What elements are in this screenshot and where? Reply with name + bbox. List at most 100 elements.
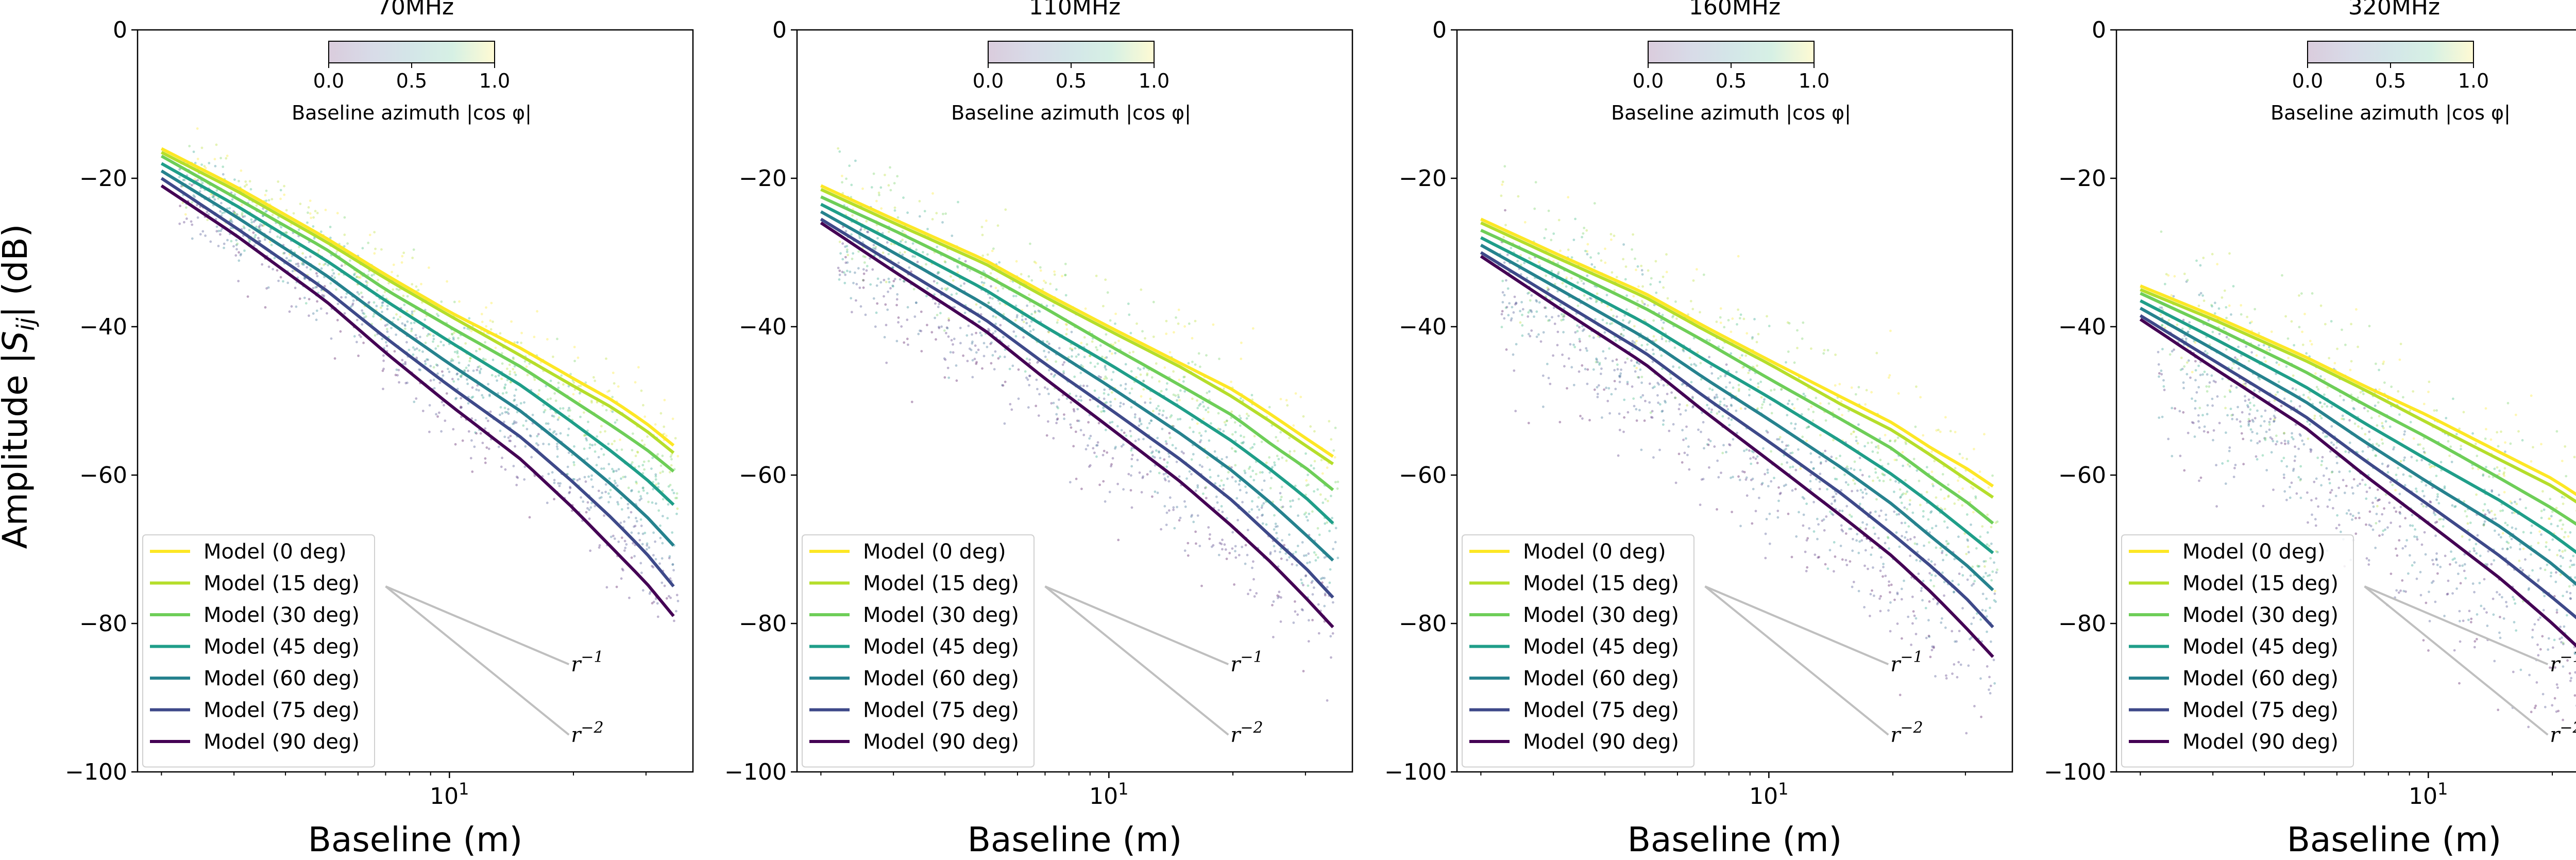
scatter-point <box>1500 313 1503 316</box>
scatter-point <box>1839 545 1842 547</box>
slope-guide-line-1 <box>1704 585 1889 666</box>
scatter-point <box>1885 518 1888 521</box>
scatter-point <box>1747 372 1750 375</box>
scatter-point <box>1748 449 1751 452</box>
scatter-point <box>1139 419 1142 422</box>
scatter-point <box>1557 271 1560 274</box>
scatter-point <box>454 443 457 446</box>
scatter-point <box>1715 321 1718 323</box>
scatter-point <box>1284 552 1287 555</box>
scatter-point <box>1088 465 1091 468</box>
scatter-point <box>450 360 452 363</box>
scatter-point <box>1185 477 1188 480</box>
scatter-point <box>880 207 883 210</box>
scatter-point <box>2333 362 2336 365</box>
scatter-point <box>379 306 382 309</box>
scatter-point <box>1869 593 1872 596</box>
scatter-point <box>1754 457 1757 460</box>
scatter-point <box>1958 452 1961 456</box>
scatter-point <box>1947 495 1950 498</box>
scatter-point <box>1781 441 1784 444</box>
scatter-point <box>887 277 890 280</box>
scatter-point <box>259 240 261 243</box>
scatter-point <box>992 247 995 250</box>
scatter-point <box>1276 525 1279 528</box>
scatter-point <box>516 476 519 479</box>
scatter-point <box>1615 276 1618 279</box>
scatter-point <box>217 245 220 247</box>
scatter-point <box>1239 488 1242 492</box>
scatter-point <box>1922 510 1925 513</box>
scatter-point <box>1099 344 1102 347</box>
scatter-point <box>1570 366 1573 369</box>
scatter-point <box>1641 301 1645 305</box>
scatter-point <box>1801 337 1804 340</box>
scatter-point <box>1817 523 1820 526</box>
scatter-point <box>1329 568 1332 571</box>
scatter-point <box>1835 457 1838 460</box>
scatter-point <box>419 335 421 339</box>
scatter-point <box>542 403 545 407</box>
scatter-point <box>1738 357 1741 359</box>
scatter-point <box>1279 498 1282 501</box>
scatter-point <box>904 241 907 243</box>
scatter-point <box>861 279 865 282</box>
model-curve-0-deg <box>161 147 675 447</box>
scatter-point <box>990 341 993 344</box>
scatter-point <box>1686 453 1689 457</box>
scatter-point <box>2447 440 2450 443</box>
scatter-point <box>608 477 611 480</box>
scatter-point <box>1888 580 1891 583</box>
scatter-point <box>1104 500 1107 503</box>
scatter-point <box>1908 465 1911 468</box>
scatter-point <box>588 517 591 520</box>
scatter-point <box>630 531 633 534</box>
scatter-point <box>1215 495 1218 498</box>
scatter-point <box>231 221 233 224</box>
scatter-point <box>1035 262 1038 264</box>
scatter-point <box>1200 584 1203 587</box>
scatter-point <box>1103 397 1106 400</box>
scatter-point <box>1083 336 1086 339</box>
scatter-point <box>1274 550 1277 553</box>
scatter-point <box>457 336 460 340</box>
scatter-point <box>279 197 282 200</box>
scatter-point <box>1879 459 1882 462</box>
scatter-point <box>1289 505 1292 508</box>
scatter-point <box>1911 511 1914 514</box>
scatter-point <box>1003 422 1006 425</box>
slope-guide-label-exponent: −2 <box>1240 719 1263 737</box>
scatter-point <box>1234 550 1236 552</box>
scatter-point <box>1109 400 1112 403</box>
scatter-point <box>436 345 439 348</box>
scatter-point <box>918 200 921 203</box>
scatter-point <box>1578 370 1581 373</box>
scatter-point <box>602 453 605 456</box>
scatter-point <box>2555 609 2558 612</box>
scatter-point <box>330 337 333 340</box>
scatter-point <box>1633 404 1636 408</box>
scatter-point <box>982 342 986 345</box>
scatter-point <box>601 492 604 494</box>
scatter-point <box>1973 580 1976 583</box>
scatter-point <box>1882 473 1885 476</box>
scatter-point <box>622 569 624 572</box>
scatter-point <box>2521 569 2524 571</box>
scatter-point <box>2201 294 2204 297</box>
scatter-point <box>2475 552 2478 555</box>
scatter-point <box>1917 572 1920 575</box>
scatter-point <box>980 281 984 284</box>
scatter-point <box>2376 488 2379 491</box>
scatter-point <box>1640 269 1643 272</box>
legend-entry-label: Model (90 deg) <box>863 730 1019 754</box>
scatter-point <box>2469 521 2472 524</box>
scatter-point <box>506 379 509 381</box>
scatter-point <box>1064 274 1067 277</box>
scatter-point <box>1838 509 1841 512</box>
scatter-point <box>1561 282 1564 284</box>
scatter-point <box>2249 322 2251 325</box>
scatter-point <box>320 267 323 270</box>
scatter-point <box>383 291 386 293</box>
scatter-point <box>1986 543 1989 546</box>
